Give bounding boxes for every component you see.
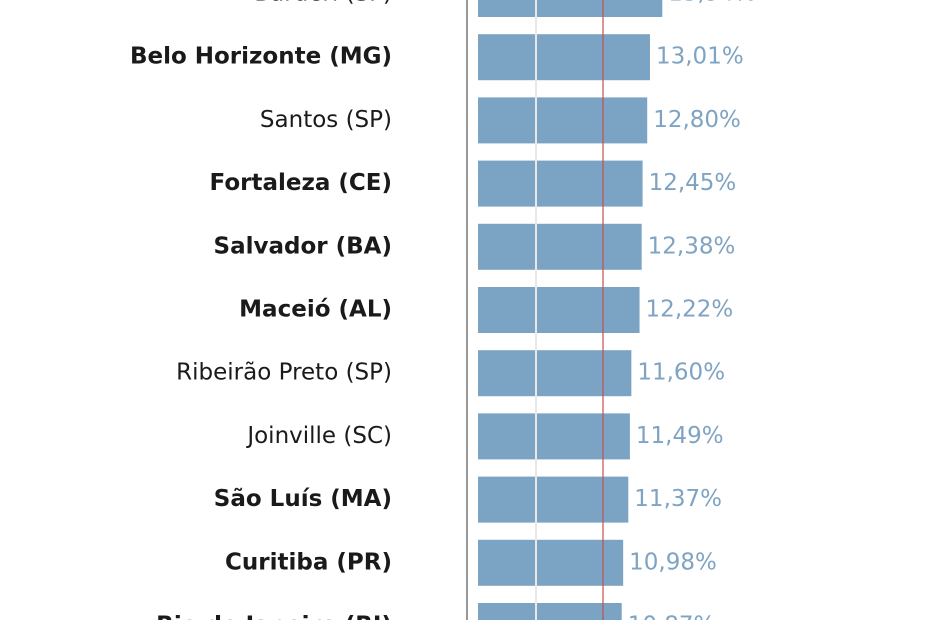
bar	[478, 476, 629, 523]
bar	[478, 539, 624, 586]
category-label: Ribeirão Preto (SP)	[176, 360, 392, 386]
bar	[478, 350, 632, 397]
value-label: 11,60%	[637, 360, 725, 386]
category-label: São Luís (MA)	[214, 486, 392, 512]
value-label: 11,49%	[636, 423, 724, 449]
category-label: Santos (SP)	[260, 107, 392, 133]
category-label: Barueri (SP)	[254, 0, 392, 7]
value-label: 11,37%	[634, 486, 722, 512]
category-label: Joinville (SC)	[245, 423, 392, 449]
value-label: 12,22%	[646, 297, 734, 323]
category-label: Rio de Janeiro (RJ)	[156, 613, 392, 620]
category-label: Salvador (BA)	[214, 233, 392, 259]
value-label: 13,01%	[656, 44, 744, 70]
category-label: Maceió (AL)	[239, 297, 392, 323]
bar	[478, 34, 650, 81]
value-label: 10,87%	[628, 613, 716, 620]
value-label: 13,94%	[668, 0, 756, 7]
bar	[478, 287, 640, 333]
bar	[478, 160, 643, 207]
value-label: 10,98%	[629, 549, 717, 575]
bar	[478, 97, 648, 144]
bar	[478, 223, 642, 270]
value-label: 12,45%	[649, 170, 737, 196]
category-label: Curitiba (PR)	[225, 549, 392, 575]
bars	[478, 0, 663, 620]
bar	[478, 603, 622, 620]
category-label: Belo Horizonte (MG)	[130, 44, 392, 70]
value-label: 12,80%	[653, 107, 741, 133]
bar	[478, 0, 663, 17]
value-label: 12,38%	[648, 233, 736, 259]
category-label: Fortaleza (CE)	[210, 170, 392, 196]
bar	[478, 413, 630, 460]
